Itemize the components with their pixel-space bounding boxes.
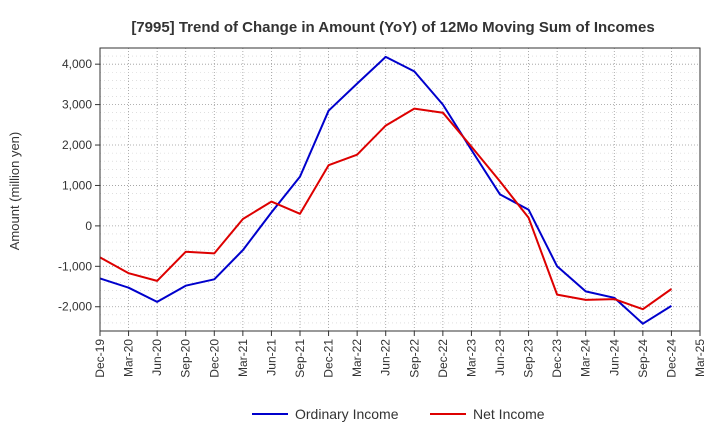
y-tick-label: 0 bbox=[85, 219, 92, 233]
x-tick-label: Jun-22 bbox=[379, 339, 393, 376]
x-tick-label: Sep-24 bbox=[636, 339, 650, 378]
x-ticks: Dec-19 Mar-20 Jun-20 Sep-20 Dec-20 Mar-21 Jun-… bbox=[93, 331, 707, 378]
y-tick-label: -1,000 bbox=[58, 259, 92, 273]
x-tick-label: Dec-20 bbox=[207, 339, 221, 378]
chart-title: [7995] Trend of Change in Amount (YoY) o… bbox=[131, 19, 654, 36]
series-line-ordinary-income bbox=[99, 55, 672, 325]
x-tick-label: Mar-24 bbox=[579, 339, 593, 377]
y-tick-label: 4,000 bbox=[62, 57, 92, 71]
x-tick-label: Dec-22 bbox=[436, 339, 450, 378]
y-ticks: -2,000 -1,000 0 1,000 2,000 3,000 4,000 bbox=[58, 57, 100, 314]
y-tick-label: 2,000 bbox=[62, 138, 92, 152]
plot-frame bbox=[99, 47, 701, 332]
grid bbox=[99, 47, 701, 332]
x-tick-label: Mar-22 bbox=[350, 339, 364, 377]
x-tick-label: Dec-24 bbox=[664, 339, 678, 378]
x-tick-label: Mar-20 bbox=[122, 339, 136, 377]
y-tick-label: 1,000 bbox=[62, 178, 92, 192]
y-tick-label: 3,000 bbox=[62, 98, 92, 112]
x-tick-label: Mar-21 bbox=[236, 339, 250, 377]
x-tick-label: Sep-20 bbox=[179, 339, 193, 378]
x-tick-label: Jun-23 bbox=[493, 339, 507, 376]
legend-label: Ordinary Income bbox=[295, 406, 399, 422]
x-tick-label: Jun-24 bbox=[607, 339, 621, 376]
x-tick-label: Jun-21 bbox=[264, 339, 278, 376]
series-line-net-income bbox=[99, 107, 672, 311]
y-tick-label: -2,000 bbox=[58, 300, 92, 314]
y-axis-label: Amount (million yen) bbox=[7, 132, 22, 251]
x-tick-label: Mar-25 bbox=[693, 339, 707, 377]
x-tick-label: Sep-21 bbox=[293, 339, 307, 378]
x-tick-label: Sep-22 bbox=[407, 339, 421, 378]
x-tick-label: Dec-21 bbox=[322, 339, 336, 378]
legend-label: Net Income bbox=[473, 406, 545, 422]
series-lines bbox=[99, 55, 672, 325]
x-tick-label: Sep-23 bbox=[522, 339, 536, 378]
x-tick-label: Jun-20 bbox=[150, 339, 164, 376]
x-tick-label: Dec-19 bbox=[93, 339, 107, 378]
x-tick-label: Dec-23 bbox=[550, 339, 564, 378]
legend: Ordinary Income Net Income bbox=[252, 406, 545, 422]
x-tick-label: Mar-23 bbox=[464, 339, 478, 377]
